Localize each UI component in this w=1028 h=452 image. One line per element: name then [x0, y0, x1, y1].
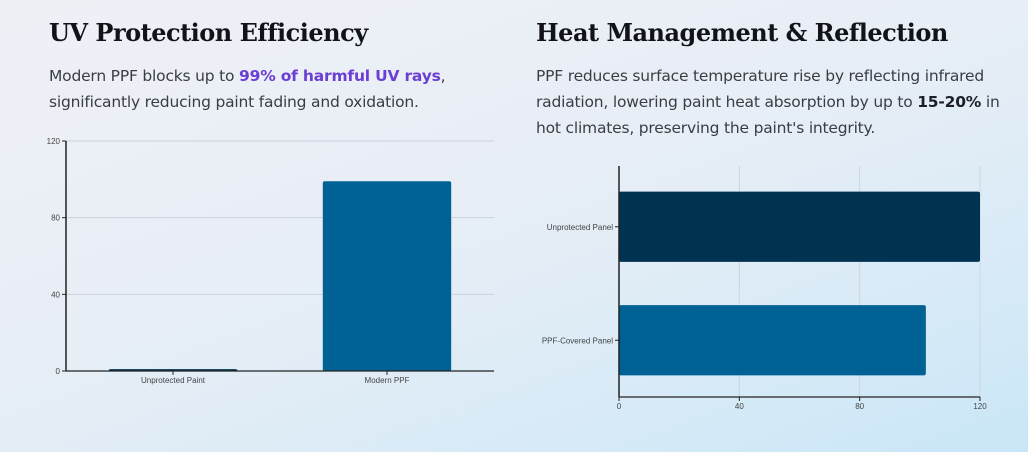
uv-section-title: UV Protection Efficiency [49, 18, 368, 47]
bar [619, 191, 980, 262]
x-tick-label: 120 [973, 402, 987, 411]
uv-desc-highlight: 99% of harmful UV rays [239, 67, 441, 85]
y-tick-label: 120 [47, 137, 61, 146]
y-tick-label: Unprotected Panel [547, 223, 613, 232]
heat-desc-text-end: in hot climates, preserving the paint's … [536, 93, 1000, 137]
heat-desc-text: PPF reduces surface temperature rise by … [536, 67, 984, 111]
x-tick-label: 40 [735, 402, 744, 411]
heat-management-section: Heat Management & Reflection PPF reduces… [536, 0, 1006, 141]
y-tick-label: PPF-Covered Panel [542, 336, 613, 345]
x-tick-label: Unprotected Paint [141, 376, 206, 385]
y-tick-label: 40 [51, 290, 60, 299]
y-tick-label: 0 [56, 367, 61, 376]
bar [619, 305, 926, 376]
uv-desc-text: Modern PPF blocks up to [49, 67, 240, 85]
uv-desc-text-end: , significantly reducing paint fading an… [49, 67, 446, 111]
heat-section-description: PPF reduces surface temperature rise by … [536, 63, 1006, 141]
bar [322, 181, 452, 371]
uv-section-description: Modern PPF blocks up to 99% of harmful U… [49, 63, 499, 115]
uv-protection-section: UV Protection Efficiency Modern PPF bloc… [49, 0, 499, 115]
y-tick-label: 80 [51, 214, 60, 223]
x-tick-label: 80 [855, 402, 864, 411]
heat-section-title: Heat Management & Reflection [536, 18, 948, 47]
x-tick-label: Modern PPF [365, 376, 410, 385]
x-tick-label: 0 [617, 402, 622, 411]
heat-desc-highlight: 15-20% [917, 93, 982, 111]
